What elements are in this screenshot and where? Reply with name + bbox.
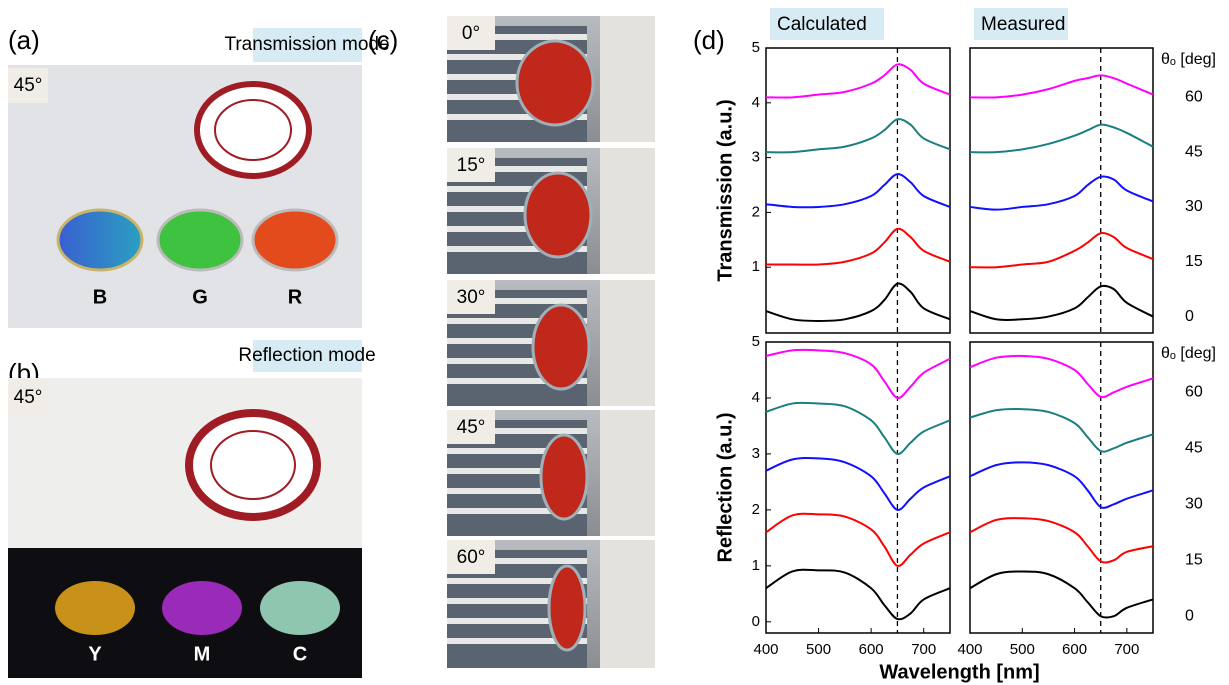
legend-label: 30	[1185, 198, 1203, 215]
y-tick-label: 3	[752, 149, 760, 166]
data-line	[970, 356, 1153, 397]
filter	[55, 581, 135, 635]
x-tick-label: 600	[859, 641, 884, 658]
sample-label: B	[93, 286, 107, 308]
data-line	[970, 286, 1153, 320]
plot-frame	[970, 342, 1153, 633]
sample-label: Y	[88, 643, 102, 665]
angle-label: 30°	[457, 287, 486, 308]
sample-label: C	[293, 643, 307, 665]
data-line	[970, 177, 1153, 210]
filter	[58, 210, 142, 270]
y-tick-label: 4	[752, 94, 760, 111]
y-tick-label: 1	[752, 258, 760, 275]
legend-label: 60	[1185, 384, 1203, 401]
mode-label: Reflection mode	[238, 345, 375, 366]
angle-label: 15°	[457, 155, 486, 176]
photo	[8, 65, 362, 328]
data-line	[766, 64, 950, 97]
data-line	[970, 233, 1153, 267]
data-line	[766, 570, 950, 620]
data-line	[766, 403, 950, 454]
angle-label: 0°	[462, 23, 480, 44]
building	[600, 410, 655, 536]
sample-label: R	[288, 286, 303, 308]
x-tick-label: 400	[753, 641, 778, 658]
filter	[525, 173, 591, 257]
chart-title: Calculated	[777, 14, 867, 35]
logo	[197, 84, 309, 176]
building	[600, 540, 655, 668]
data-line	[970, 571, 1153, 617]
building	[600, 16, 655, 142]
data-line	[970, 518, 1153, 562]
data-line	[970, 75, 1153, 97]
data-line	[766, 229, 950, 265]
building	[600, 148, 655, 274]
x-tick-label: 700	[911, 641, 936, 658]
data-line	[766, 350, 950, 398]
y-tick-label: 5	[752, 333, 760, 350]
legend-label: 45	[1185, 143, 1203, 160]
legend-label: 0	[1185, 308, 1194, 325]
angle-label: 45°	[14, 387, 43, 408]
legend-label: 45	[1185, 440, 1203, 457]
legend-label: 30	[1185, 496, 1203, 513]
angle-label: 45°	[14, 75, 43, 96]
data-line	[766, 458, 950, 510]
mode-label: Transmission mode	[224, 34, 389, 55]
sample-label: G	[192, 286, 208, 308]
x-tick-label: 600	[1062, 641, 1087, 658]
y-tick-label: 1	[752, 557, 760, 574]
data-line	[766, 514, 950, 566]
building	[600, 280, 655, 406]
legend-label: 15	[1185, 253, 1203, 270]
legend-title: θₒ [deg]	[1161, 51, 1216, 68]
filter	[253, 210, 337, 270]
filter	[260, 581, 340, 635]
figure: (a) Transmission mode 45° B G R (b) Refl…	[0, 0, 1229, 685]
sample-label: M	[194, 643, 211, 665]
data-line	[970, 462, 1153, 508]
filter	[533, 305, 589, 389]
x-tick-label: 500	[1010, 641, 1035, 658]
panel-label: (a)	[8, 25, 40, 55]
y-tick-label: 3	[752, 445, 760, 462]
data-line	[970, 409, 1153, 452]
data-line	[766, 174, 950, 207]
x-tick-label: 700	[1114, 641, 1139, 658]
angle-label: 60°	[457, 547, 486, 568]
legend-label: 15	[1185, 551, 1203, 568]
filter	[517, 41, 593, 125]
filter	[162, 581, 242, 635]
x-tick-label: 400	[957, 641, 982, 658]
y-axis-label: Transmission (a.u.)	[714, 99, 736, 281]
x-axis-label: Wavelength [nm]	[879, 661, 1039, 683]
plot-frame	[766, 48, 950, 333]
panel-label: (c)	[368, 25, 398, 55]
angle-label: 45°	[457, 417, 486, 438]
logo	[189, 413, 317, 517]
y-axis-label: Reflection (a.u.)	[714, 412, 736, 562]
legend-label: 60	[1185, 89, 1203, 106]
photo-strip: 0° 15° 30° 45° 60°	[447, 16, 655, 668]
filter	[158, 210, 242, 270]
y-tick-label: 4	[752, 389, 760, 406]
y-tick-label: 5	[752, 39, 760, 56]
y-tick-label: 2	[752, 501, 760, 518]
chart-title: Measured	[981, 14, 1066, 35]
data-line	[766, 119, 950, 152]
x-tick-label: 500	[806, 641, 831, 658]
panel-label: (d)	[693, 25, 725, 55]
data-line	[766, 283, 950, 320]
data-line	[970, 125, 1153, 153]
y-tick-label: 2	[752, 203, 760, 220]
filter	[541, 435, 587, 519]
legend-label: 0	[1185, 607, 1194, 624]
filter	[549, 566, 585, 650]
y-tick-label: 0	[752, 613, 760, 630]
legend-title: θₒ [deg]	[1161, 345, 1216, 362]
